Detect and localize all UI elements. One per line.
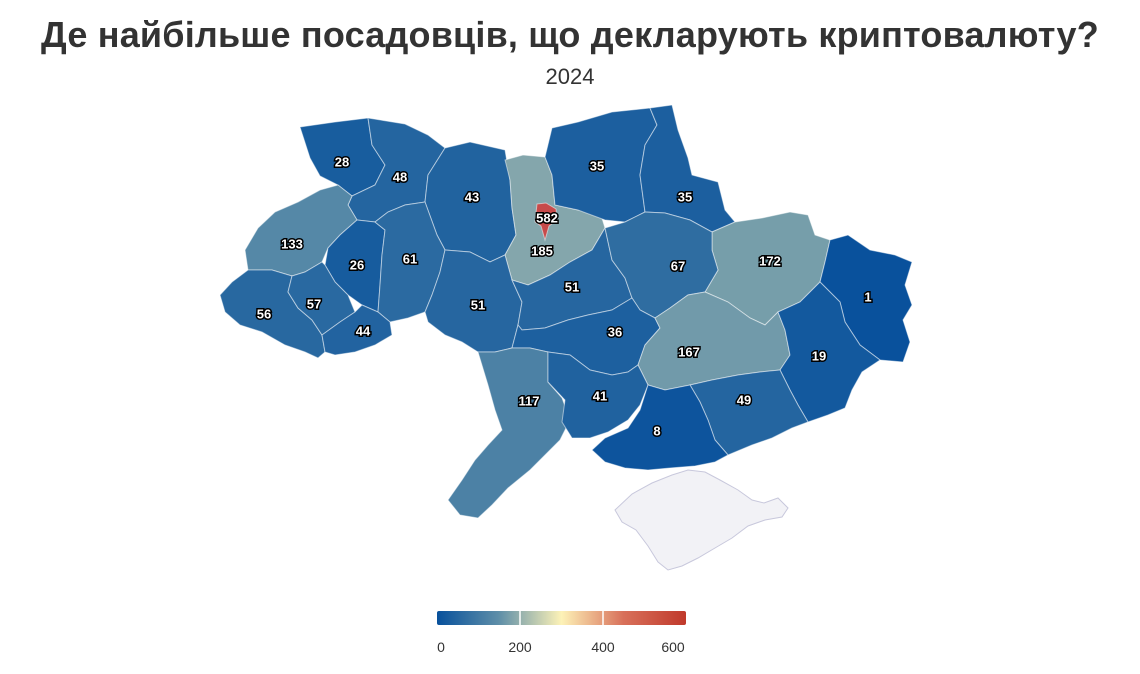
label-cherkasy: 51 [565, 279, 579, 294]
color-legend: 0 200 400 600 [437, 611, 686, 655]
value-labels: 28 48 43 582 185 35 35 172 1 133 26 61 5… [255, 153, 873, 440]
label-odesa: 117 [519, 393, 540, 408]
label-volyn: 28 [335, 154, 349, 169]
region-chernivtsi[interactable] [321, 304, 393, 356]
legend-tick-200: 200 [508, 639, 532, 655]
label-sumy: 35 [678, 189, 692, 204]
label-dnipropetrovsk: 167 [678, 344, 700, 359]
label-zhytomyr: 43 [465, 189, 479, 204]
chart-subtitle: 2024 [545, 64, 595, 89]
chart-title: Де найбільше посадовців, що декларують к… [41, 14, 1099, 55]
label-donetsk: 19 [812, 348, 826, 363]
region-kherson[interactable] [591, 384, 729, 471]
label-kirovohrad: 36 [608, 324, 622, 339]
label-kyiv-oblast: 185 [531, 243, 553, 258]
label-chernihiv: 35 [590, 158, 604, 173]
regions-layer [219, 104, 913, 519]
region-donetsk[interactable] [777, 281, 881, 423]
label-zaporizhzhia: 49 [737, 392, 751, 407]
legend-tick-400: 400 [591, 639, 615, 655]
legend-tick-600: 600 [661, 639, 685, 655]
label-poltava: 67 [671, 258, 685, 273]
region-mykolaiv[interactable] [547, 351, 649, 439]
label-ivano-frankivsk: 57 [307, 296, 321, 311]
region-odesa[interactable] [447, 347, 571, 519]
label-mykolaiv: 41 [593, 388, 607, 403]
region-kyiv-city[interactable] [534, 202, 558, 242]
label-chernivtsi: 44 [356, 323, 371, 338]
label-lviv: 133 [281, 236, 303, 251]
label-ternopil: 26 [350, 257, 364, 272]
label-kherson: 8 [653, 423, 660, 438]
label-kyiv-city: 582 [536, 210, 558, 225]
label-rivne: 48 [393, 169, 407, 184]
legend-gradient-bar [437, 611, 686, 625]
region-crimea [614, 469, 789, 571]
label-vinnytsia: 51 [471, 297, 485, 312]
label-kharkiv: 172 [759, 253, 781, 268]
legend-tick-0: 0 [437, 639, 445, 655]
label-luhansk: 1 [864, 289, 871, 304]
label-zakarpattia: 56 [257, 306, 271, 321]
label-khmelnytskyi: 61 [403, 251, 417, 266]
